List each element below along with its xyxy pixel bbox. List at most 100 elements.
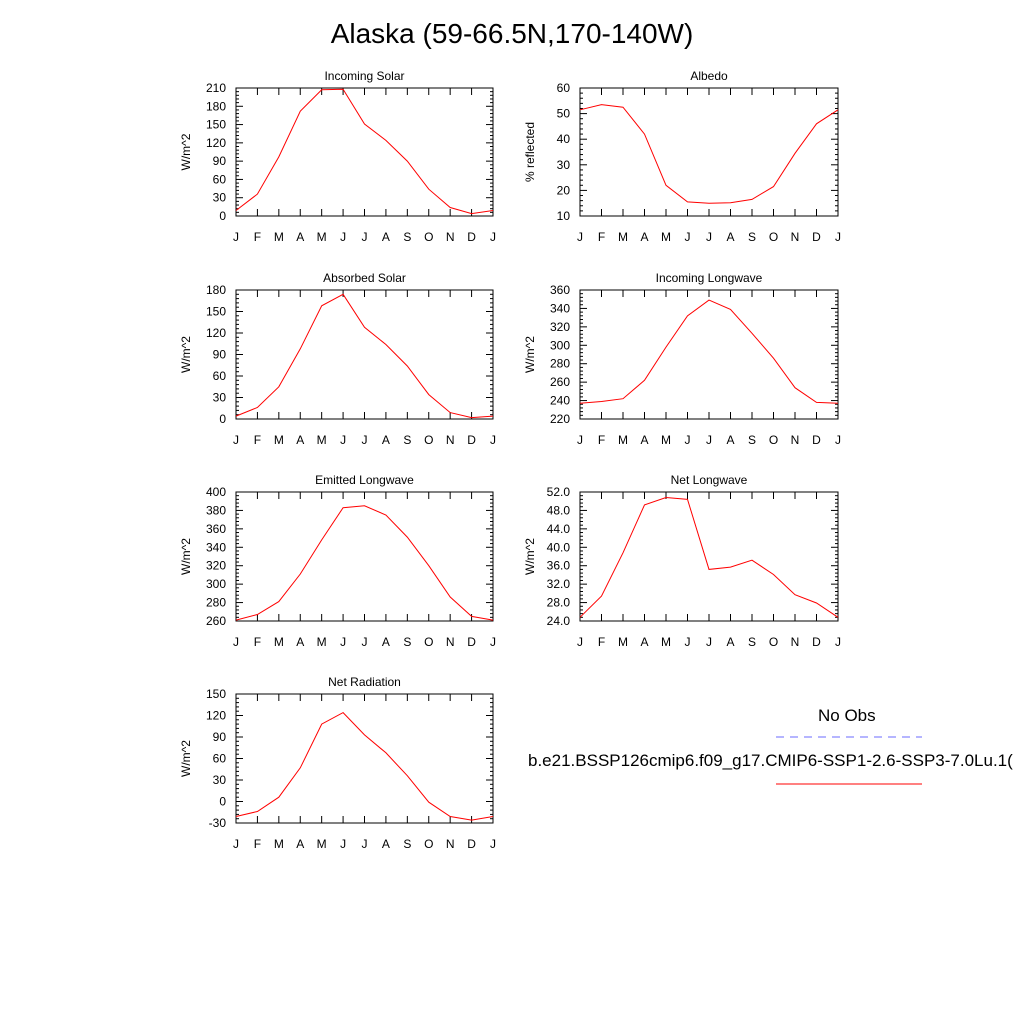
y-tick-label: 28.0 bbox=[547, 596, 571, 610]
y-tick-label: 60 bbox=[213, 172, 227, 186]
x-tick-label: J bbox=[362, 837, 368, 851]
x-tick-label: S bbox=[748, 230, 756, 244]
x-tick-label: F bbox=[598, 230, 605, 244]
x-tick-label: M bbox=[618, 635, 628, 649]
x-tick-label: F bbox=[254, 837, 261, 851]
net-longwave-series-line bbox=[579, 496, 839, 618]
x-tick-label: D bbox=[467, 433, 476, 447]
y-tick-label: 360 bbox=[550, 283, 570, 297]
emitted-longwave-frame bbox=[235, 491, 494, 622]
x-tick-label: A bbox=[296, 230, 304, 244]
y-tick-label: 50 bbox=[557, 107, 571, 121]
legend-model-label: b.e21.BSSP126cmip6.f09_g17.CMIP6-SSP1-2.… bbox=[528, 751, 1013, 770]
x-tick-label: D bbox=[812, 433, 821, 447]
x-tick-label: J bbox=[340, 230, 346, 244]
y-tick-label: 20 bbox=[557, 183, 571, 197]
x-tick-label: A bbox=[640, 230, 648, 244]
y-tick-label: 60 bbox=[557, 81, 571, 95]
x-tick-label: A bbox=[726, 635, 734, 649]
x-tick-label: O bbox=[424, 635, 433, 649]
y-tick-label: 44.0 bbox=[547, 522, 571, 536]
x-tick-label: A bbox=[726, 433, 734, 447]
x-tick-label: O bbox=[769, 635, 778, 649]
legend-obs-label: No Obs bbox=[818, 706, 876, 725]
net-radiation-series-line bbox=[235, 711, 494, 821]
x-tick-label: S bbox=[403, 433, 411, 447]
legend-model-line bbox=[776, 783, 922, 785]
x-tick-label: J bbox=[233, 635, 239, 649]
x-tick-label: J bbox=[706, 635, 712, 649]
albedo-title: Albedo bbox=[690, 69, 728, 83]
net-longwave-title: Net Longwave bbox=[671, 473, 748, 487]
y-tick-label: 30 bbox=[557, 158, 571, 172]
incoming-longwave-ylabel: W/m^2 bbox=[523, 336, 537, 373]
x-tick-label: A bbox=[640, 635, 648, 649]
x-tick-label: J bbox=[233, 837, 239, 851]
y-tick-label: 60 bbox=[213, 752, 227, 766]
page-title: Alaska (59-66.5N,170-140W) bbox=[330, 18, 694, 49]
x-tick-label: D bbox=[812, 635, 821, 649]
y-tick-label: 60 bbox=[213, 369, 227, 383]
x-tick-label: M bbox=[618, 433, 628, 447]
albedo-frame bbox=[579, 87, 839, 217]
net-longwave-ylabel: W/m^2 bbox=[523, 538, 537, 575]
y-tick-label: 40 bbox=[557, 132, 571, 146]
y-tick-label: 90 bbox=[213, 348, 227, 362]
x-tick-label: N bbox=[791, 433, 800, 447]
x-tick-label: J bbox=[685, 635, 691, 649]
x-tick-label: A bbox=[296, 433, 304, 447]
y-tick-label: 260 bbox=[206, 614, 226, 628]
net-radiation-frame bbox=[235, 693, 494, 824]
x-tick-label: M bbox=[317, 230, 327, 244]
x-tick-label: J bbox=[233, 230, 239, 244]
y-tick-label: 280 bbox=[206, 596, 226, 610]
y-tick-label: 32.0 bbox=[547, 577, 571, 591]
y-tick-label: 300 bbox=[550, 338, 570, 352]
y-tick-label: 320 bbox=[206, 559, 226, 573]
y-tick-label: 36.0 bbox=[547, 559, 571, 573]
x-tick-label: J bbox=[233, 433, 239, 447]
y-tick-label: 360 bbox=[206, 522, 226, 536]
x-tick-label: S bbox=[748, 433, 756, 447]
x-tick-label: J bbox=[835, 230, 841, 244]
x-tick-label: A bbox=[640, 433, 648, 447]
x-tick-label: J bbox=[340, 837, 346, 851]
albedo-series-line bbox=[579, 104, 839, 204]
x-tick-label: J bbox=[490, 230, 496, 244]
y-tick-label: 400 bbox=[206, 485, 226, 499]
x-tick-label: J bbox=[362, 635, 368, 649]
x-tick-label: N bbox=[791, 230, 800, 244]
x-tick-label: A bbox=[382, 230, 390, 244]
y-tick-label: 150 bbox=[206, 118, 226, 132]
x-tick-label: J bbox=[706, 230, 712, 244]
incoming-longwave-title: Incoming Longwave bbox=[656, 271, 763, 285]
x-tick-label: D bbox=[467, 635, 476, 649]
y-tick-label: 0 bbox=[219, 209, 226, 223]
y-tick-label: 0 bbox=[219, 795, 226, 809]
x-tick-label: J bbox=[577, 230, 583, 244]
x-tick-label: N bbox=[446, 635, 455, 649]
emitted-longwave-title: Emitted Longwave bbox=[315, 473, 414, 487]
x-tick-label: A bbox=[382, 433, 390, 447]
x-tick-label: O bbox=[769, 433, 778, 447]
y-tick-label: 30 bbox=[213, 391, 227, 405]
y-tick-label: 0 bbox=[219, 412, 226, 426]
y-tick-label: 10 bbox=[557, 209, 571, 223]
x-tick-label: N bbox=[446, 230, 455, 244]
x-tick-label: M bbox=[317, 433, 327, 447]
y-tick-label: 120 bbox=[206, 326, 226, 340]
absorbed-solar-ylabel: W/m^2 bbox=[179, 336, 193, 373]
y-tick-label: 280 bbox=[550, 357, 570, 371]
x-tick-label: J bbox=[490, 837, 496, 851]
y-tick-label: 90 bbox=[213, 730, 227, 744]
x-tick-label: N bbox=[791, 635, 800, 649]
x-tick-label: J bbox=[340, 433, 346, 447]
x-tick-label: M bbox=[661, 433, 671, 447]
y-tick-label: 300 bbox=[206, 577, 226, 591]
y-tick-label: 40.0 bbox=[547, 540, 571, 554]
